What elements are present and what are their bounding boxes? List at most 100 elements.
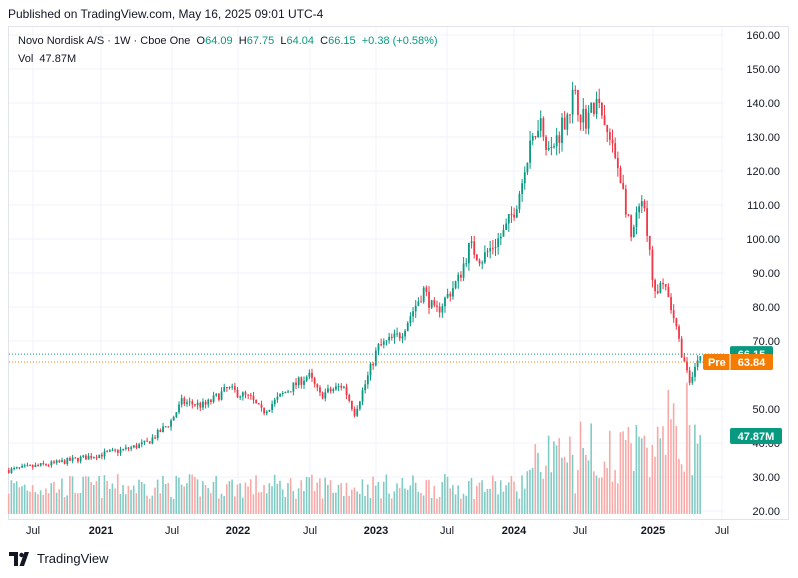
volume-bar [542,478,545,514]
candle-body [595,98,598,114]
volume-bar [364,495,366,514]
published-note: Published on TradingView.com, May 16, 20… [8,7,324,21]
candle-body [13,468,16,470]
candle-body [577,90,579,115]
volume-bar [515,491,518,514]
high-label: H [238,35,247,47]
candle-body [87,455,90,460]
footer-brand[interactable]: TradingView [9,551,109,566]
symbol-label: Novo Nordisk A/S · 1W · Cboe One [18,35,191,47]
candle-body [263,407,266,414]
volume-bar [428,479,430,514]
candle-body [462,263,465,278]
candle-body [303,380,305,385]
candle-body [670,297,672,311]
volume-bar [598,478,600,514]
x-axis: Jul 2021 Jul 2022 Jul 2023 Jul 2024 Jul 2025 Jul [26,525,729,537]
candle-body [183,398,186,404]
candle-body [662,282,664,285]
candle-body [388,336,391,341]
candle-body [624,188,627,215]
volume-bar [100,498,103,514]
candle-body [194,404,196,406]
volume-bar [683,471,686,514]
candle-body [172,417,175,421]
candle-body [430,300,433,308]
pre-prefix-label: Pre [708,357,726,369]
candle-body [204,401,207,405]
volume-bar [518,498,521,514]
candle-body [449,293,452,297]
close-value: 66.15 [328,35,356,47]
candle-body [539,118,542,131]
volume-bar [85,476,87,514]
volume-bar [659,438,662,514]
candle-body [260,404,263,408]
candle-body [428,291,430,308]
volume-bar [164,483,167,514]
volume-bar [539,471,542,514]
candle-body [630,215,633,237]
candle-body [678,326,680,339]
candle-body [385,340,388,342]
candle-body [585,108,587,129]
volume-bar [454,494,457,514]
volume-bar [47,493,50,514]
volume-bar [670,419,672,514]
y-tick-label: 80.00 [752,302,780,314]
x-tick-label: Jul [715,525,729,537]
candle-body [356,408,359,416]
candle-body [614,143,617,158]
y-tick-label: 20.00 [752,506,780,518]
volume-bar [116,474,119,514]
volume-bar [90,482,92,514]
candle-body [47,465,50,467]
volume-bar [37,494,39,514]
volume-bar [61,478,63,514]
volume-bar [483,492,486,514]
volume-bar [529,469,531,514]
candle-body [289,391,292,393]
volume-bar [127,485,130,514]
volume-bar [50,483,53,514]
candle-body [93,457,95,459]
candle-body [616,157,619,168]
candle-body [207,399,210,405]
volume-bar [175,475,178,514]
candle-body [29,465,31,467]
volume-bar [563,456,566,514]
volume-bar [534,444,537,514]
candle-body [111,449,114,451]
candle-body [489,248,492,252]
candle-body [545,136,547,150]
candle-body [515,209,518,218]
volume-bar [13,483,15,514]
volume-bar [300,480,303,514]
candle-body [619,167,622,183]
volume-bar [438,496,441,514]
volume-bar [236,484,239,514]
grid-lines [9,27,725,519]
candle-body [337,386,340,388]
volume-bar [417,491,420,514]
candle-body [202,401,204,408]
candle-body [380,344,383,346]
volume-bar [420,493,422,514]
candle-body [499,236,502,239]
candle-body [699,356,702,361]
volume-bar [571,454,574,514]
volume-bar [183,486,186,514]
y-tick-label: 110.00 [747,200,780,212]
volume-bar [505,485,507,514]
candle-body [494,247,497,249]
volume-tag-label: 47.87M [738,431,775,443]
volume-bar [223,496,225,514]
volume-bar [566,462,569,514]
candle-body [680,338,683,358]
volume-bar [462,493,465,514]
volume-bar [398,488,401,514]
candle-body [398,333,401,339]
volume-bar [396,483,398,514]
volume-bar [45,488,47,514]
